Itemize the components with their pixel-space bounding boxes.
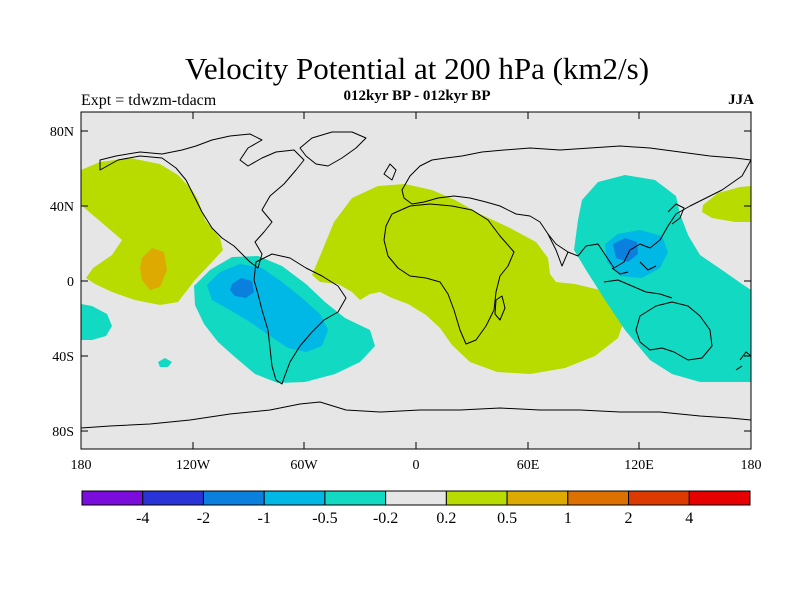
lon-label-180e: 180 bbox=[741, 458, 762, 473]
colorbar-swatch bbox=[81, 490, 144, 506]
lat-label-0: 0 bbox=[67, 275, 74, 290]
map-subtitle: 012kyr BP - 012kyr BP bbox=[343, 88, 491, 104]
lon-label-120e: 120E bbox=[624, 458, 654, 473]
colorbar-swatch bbox=[263, 490, 326, 506]
coastline-north-america bbox=[99, 133, 305, 269]
lon-label-60e: 60E bbox=[517, 458, 540, 473]
negative-region-indian-ocean bbox=[655, 290, 704, 346]
positive-region-north-pacific bbox=[81, 158, 223, 305]
colorbar-label: 2 bbox=[625, 510, 633, 527]
lon-label-120w: 120W bbox=[176, 458, 211, 473]
coastline-greenland bbox=[299, 131, 367, 167]
negative-region-west-edge bbox=[81, 304, 112, 340]
colorbar-swatch bbox=[202, 490, 265, 506]
colorbar-swatch bbox=[324, 490, 387, 506]
colorbar-label: 1 bbox=[564, 510, 572, 527]
lon-label-60w: 60W bbox=[290, 458, 318, 473]
lat-ticks bbox=[81, 130, 751, 432]
colorbar-label: 4 bbox=[685, 510, 693, 527]
colorbar-swatch bbox=[688, 490, 751, 506]
negative-center-south-america bbox=[230, 278, 254, 298]
coastline-uk bbox=[383, 163, 397, 181]
colorbar-label: -0.5 bbox=[312, 510, 337, 527]
colorbar-label: -1 bbox=[258, 510, 271, 527]
colorbar-label: 0.2 bbox=[436, 510, 456, 527]
season-label: JJA bbox=[728, 92, 754, 108]
colorbar-label: -4 bbox=[136, 510, 149, 527]
colorbar-swatch bbox=[567, 490, 630, 506]
coastline-africa bbox=[383, 203, 515, 345]
lat-labels: 80N 40N 0 40S 80S bbox=[50, 125, 74, 440]
colorbar-swatch bbox=[445, 490, 508, 506]
colorbar-swatch bbox=[506, 490, 569, 506]
negative-region-west-pacific bbox=[574, 175, 751, 382]
negative-blob-south-pacific bbox=[158, 358, 172, 367]
colorbar-label: -0.2 bbox=[373, 510, 398, 527]
colorbar-label: -2 bbox=[197, 510, 210, 527]
lon-label-0: 0 bbox=[413, 458, 420, 473]
positive-center-east-pacific bbox=[140, 248, 167, 290]
colorbar-swatch bbox=[142, 490, 204, 506]
map-title: Velocity Potential at 200 hPa (km2/s) bbox=[184, 51, 650, 86]
positive-region-west-pacific-edge bbox=[702, 186, 751, 222]
coastline-japan bbox=[667, 203, 685, 225]
coastline-madagascar bbox=[494, 295, 506, 321]
lat-label-40s: 40S bbox=[52, 350, 74, 365]
positive-region-atlantic-africa bbox=[312, 184, 625, 374]
lat-label-40n: 40N bbox=[50, 200, 74, 215]
coastline-europe-asia bbox=[401, 145, 751, 269]
lat-label-80n: 80N bbox=[50, 125, 74, 140]
lat-label-80s: 80S bbox=[52, 425, 74, 440]
coastline-indonesia bbox=[603, 261, 673, 299]
lon-labels: 180 120W 60W 0 60E 120E 180 bbox=[71, 458, 762, 473]
colorbar-swatch bbox=[385, 490, 447, 506]
colorbar-swatch bbox=[628, 490, 690, 506]
coastline-australia bbox=[635, 301, 713, 361]
experiment-label: Expt = tdwzm-tdacm bbox=[81, 92, 217, 109]
lon-ticks bbox=[192, 112, 640, 449]
coastline-south-america bbox=[253, 253, 347, 385]
colorbar-label: 0.5 bbox=[497, 510, 517, 527]
lon-label-180w: 180 bbox=[71, 458, 92, 473]
colorbar: -4 -2 -1 -0.5 -0.2 0.2 0.5 1 2 4 bbox=[81, 490, 751, 527]
coastline-new-zealand bbox=[735, 351, 751, 371]
contour-fields bbox=[81, 158, 751, 383]
coastline-india bbox=[547, 233, 569, 267]
coastline-antarctica bbox=[81, 401, 751, 429]
negative-center-west-pacific bbox=[613, 238, 638, 262]
coastlines bbox=[81, 131, 751, 429]
